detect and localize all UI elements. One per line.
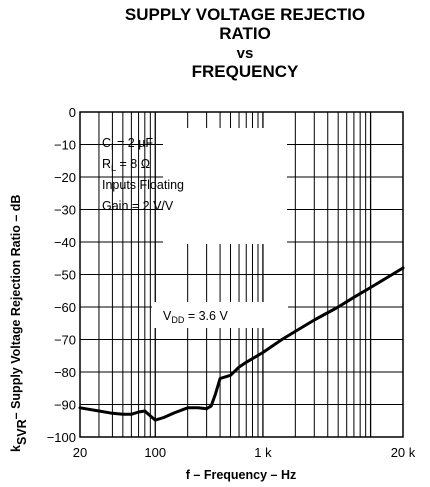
y-tick-label: −30 [54, 203, 76, 218]
y-axis-label: kSVR– Supply Voltage Rejection Ratio – d… [9, 195, 29, 452]
inputs-condition: Inputs Floating [102, 178, 184, 192]
x-tick-label: 1 k [254, 445, 272, 460]
ci-condition: CI = 2 µF [102, 136, 153, 152]
series-label-vdd: VDD = 3.6 V [163, 309, 228, 325]
x-tick-labels: 20 100 1 k 20 k [73, 445, 416, 460]
y-tick-labels: 0 −10 −20 −30 −40 −50 −60 −70 −80 −90 −100 [47, 105, 76, 445]
chart-title-line-2: RATIO [219, 24, 271, 43]
y-tick-label: −80 [54, 365, 76, 380]
chart-title-line-1: SUPPLY VOLTAGE REJECTIO [124, 5, 366, 24]
y-tick-label: −50 [54, 268, 76, 283]
x-tick-label: 100 [144, 445, 166, 460]
gain-condition: Gain = 2 V/V [102, 199, 174, 213]
y-tick-label: −90 [54, 398, 76, 413]
y-tick-label: −10 [54, 138, 76, 153]
conditions-box [163, 128, 287, 244]
x-tick-label: 20 k [391, 445, 416, 460]
plot-frame [79, 111, 404, 438]
y-tick-label: 0 [69, 105, 76, 120]
y-tick-label: −60 [54, 300, 76, 315]
x-tick-label: 20 [73, 445, 87, 460]
series-line-vdd-3.6v [78, 266, 405, 422]
series-label-box [152, 302, 288, 328]
chart-title-line-4: FREQUENCY [191, 62, 299, 81]
rl-condition: RL = 8 Ω [102, 157, 150, 173]
x-axis-label: f – Frequency – Hz [186, 468, 296, 482]
y-tick-label: −100 [47, 430, 76, 445]
chart-title-line-3: vs [236, 45, 254, 62]
y-tick-label: −70 [54, 333, 76, 348]
y-tick-label: −20 [54, 170, 76, 185]
y-tick-label: −40 [54, 235, 76, 250]
